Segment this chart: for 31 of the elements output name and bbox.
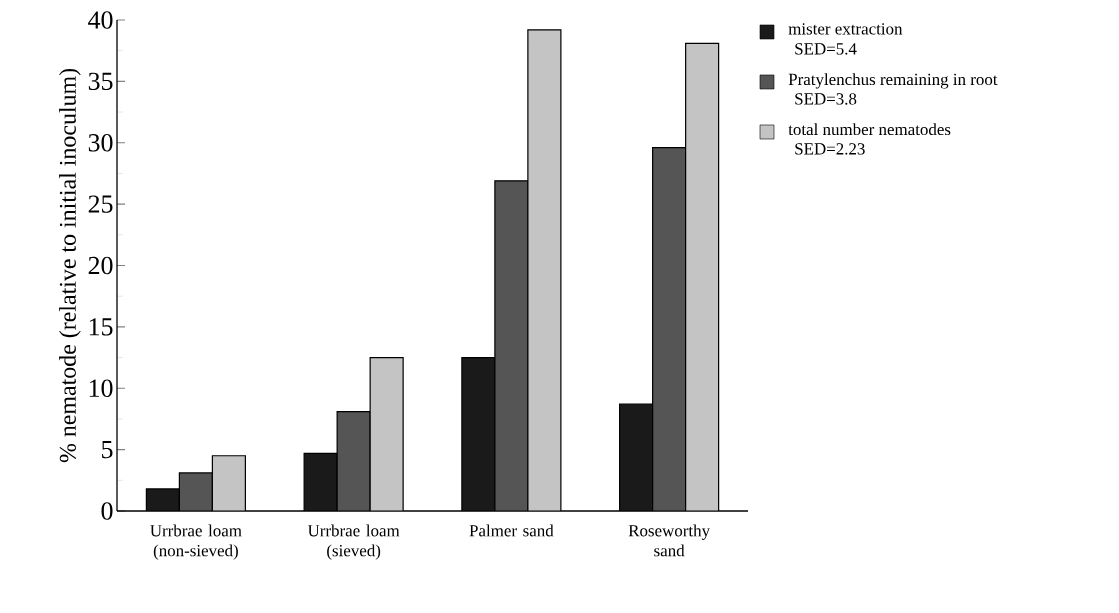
y-tick-label: 40 bbox=[88, 11, 113, 29]
bar bbox=[336, 410, 371, 511]
y-tick-label: 0 bbox=[101, 502, 113, 520]
x-tick-label: Palmer sand bbox=[469, 524, 554, 537]
legend-label: total number nematodes bbox=[788, 123, 951, 136]
y-tick-label: 10 bbox=[89, 379, 113, 397]
bar bbox=[685, 42, 720, 511]
y-axis-title: % nematode (relative to initial inoculum) bbox=[59, 68, 81, 463]
y-tick-label: 15 bbox=[89, 318, 113, 336]
text: SED=5.4 bbox=[795, 43, 857, 55]
bar bbox=[178, 472, 213, 511]
legend-label: Pratylenchus remaining in root bbox=[788, 73, 998, 89]
y-tick-label: 25 bbox=[88, 195, 113, 213]
bar bbox=[527, 29, 562, 511]
text: SED=3.8 bbox=[795, 93, 857, 105]
bar bbox=[652, 147, 687, 511]
x-tick-label: Urrbrae loam (sieved) bbox=[307, 524, 400, 560]
y-tick-label: 20 bbox=[88, 256, 113, 275]
bar bbox=[461, 356, 496, 511]
y-tick-label: 5 bbox=[102, 440, 113, 459]
bar bbox=[303, 452, 338, 511]
bar bbox=[369, 356, 404, 511]
text: SED=2.23 bbox=[795, 143, 865, 155]
y-tick-label: 35 bbox=[88, 72, 113, 91]
bar bbox=[211, 455, 246, 511]
bar bbox=[494, 180, 529, 511]
x-tick-label: Roseworthy sand bbox=[628, 524, 710, 557]
bar bbox=[619, 403, 654, 511]
legend-label: mister extraction bbox=[788, 23, 903, 35]
x-tick-label: Urrbrae loam (non-sieved) bbox=[150, 524, 242, 560]
y-tick-label: 30 bbox=[88, 133, 113, 152]
